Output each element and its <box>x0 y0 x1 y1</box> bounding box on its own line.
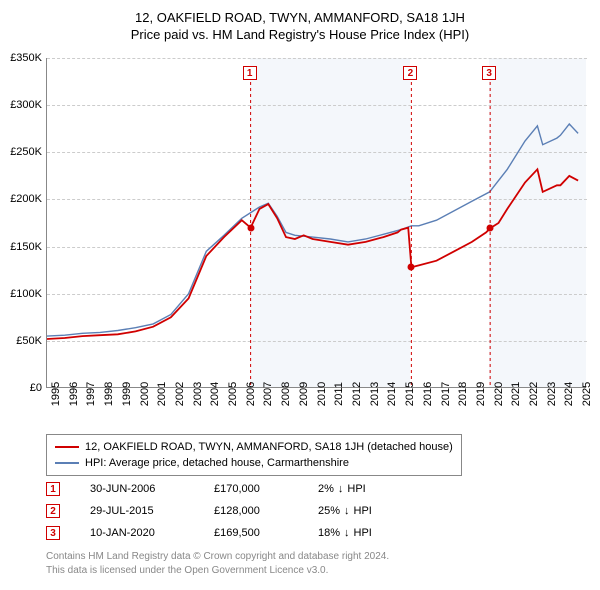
x-axis-label: 2013 <box>369 382 381 406</box>
transaction-date: 10-JAN-2020 <box>90 527 190 539</box>
transactions-table: 130-JUN-2006£170,0002%↓HPI229-JUL-2015£1… <box>46 478 398 544</box>
legend-item: HPI: Average price, detached house, Carm… <box>55 455 453 471</box>
x-axis-label: 2006 <box>245 382 257 406</box>
arrow-down-icon: ↓ <box>344 505 350 517</box>
marker-box: 1 <box>243 66 257 80</box>
transaction-suffix: HPI <box>354 505 372 517</box>
sale-point-dot <box>487 225 494 232</box>
x-axis-label: 2009 <box>298 382 310 406</box>
transaction-suffix: HPI <box>347 483 365 495</box>
x-axis-label: 2020 <box>493 382 505 406</box>
footer-line-2: This data is licensed under the Open Gov… <box>46 564 389 578</box>
x-axis-label: 2017 <box>440 382 452 406</box>
transaction-price: £170,000 <box>214 483 294 495</box>
y-axis-label: £250K <box>2 146 42 158</box>
x-axis-label: 1996 <box>68 382 80 406</box>
title-block: 12, OAKFIELD ROAD, TWYN, AMMANFORD, SA18… <box>0 0 600 46</box>
transaction-date: 29-JUL-2015 <box>90 505 190 517</box>
title-line-2: Price paid vs. HM Land Registry's House … <box>0 27 600 42</box>
chart-area: £0£50K£100K£150K£200K£250K£300K£350K 199… <box>46 58 586 388</box>
transaction-pct: 2% <box>318 483 334 495</box>
title-line-1: 12, OAKFIELD ROAD, TWYN, AMMANFORD, SA18… <box>0 10 600 25</box>
series-hpi <box>47 124 578 336</box>
transaction-marker: 2 <box>46 504 60 518</box>
transaction-pct: 25% <box>318 505 340 517</box>
x-axis-label: 2024 <box>563 382 575 406</box>
x-axis-label: 1995 <box>50 382 62 406</box>
arrow-down-icon: ↓ <box>344 527 350 539</box>
transaction-pct: 18% <box>318 527 340 539</box>
marker-box: 3 <box>482 66 496 80</box>
series-property <box>47 169 578 339</box>
x-axis-label: 2022 <box>528 382 540 406</box>
transaction-price: £169,500 <box>214 527 294 539</box>
transaction-date: 30-JUN-2006 <box>90 483 190 495</box>
transaction-marker: 1 <box>46 482 60 496</box>
legend-item: 12, OAKFIELD ROAD, TWYN, AMMANFORD, SA18… <box>55 439 453 455</box>
transaction-row: 2 29-JUL-2015 £128,000 25% ↓ HPI <box>46 500 398 522</box>
sale-point-dot <box>408 264 415 271</box>
transaction-hpi: 2% ↓HPI <box>318 483 398 495</box>
footer-attribution: Contains HM Land Registry data © Crown c… <box>46 550 389 577</box>
transaction-row: 1 30-JUN-2006 £170,000 2% ↓HPI <box>46 478 398 500</box>
x-axis-label: 2012 <box>351 382 363 406</box>
legend-label: HPI: Average price, detached house, Carm… <box>85 457 349 469</box>
transaction-marker: 3 <box>46 526 60 540</box>
y-axis-label: £100K <box>2 288 42 300</box>
x-axis-label: 2019 <box>475 382 487 406</box>
chart-container: 12, OAKFIELD ROAD, TWYN, AMMANFORD, SA18… <box>0 0 600 590</box>
y-axis-label: £50K <box>2 335 42 347</box>
x-axis-label: 2000 <box>139 382 151 406</box>
transaction-hpi: 25% ↓ HPI <box>318 505 398 517</box>
x-axis-label: 2010 <box>316 382 328 406</box>
x-axis-label: 2003 <box>192 382 204 406</box>
transaction-price: £128,000 <box>214 505 294 517</box>
x-axis-label: 2004 <box>209 382 221 406</box>
x-axis-label: 2015 <box>404 382 416 406</box>
x-axis-label: 2001 <box>156 382 168 406</box>
y-axis-label: £200K <box>2 193 42 205</box>
arrow-down-icon: ↓ <box>338 483 344 495</box>
x-axis-label: 2002 <box>174 382 186 406</box>
transaction-suffix: HPI <box>354 527 372 539</box>
legend-swatch <box>55 446 79 448</box>
x-axis-label: 2005 <box>227 382 239 406</box>
line-series <box>47 58 587 388</box>
x-axis-label: 1998 <box>103 382 115 406</box>
x-axis-label: 2008 <box>280 382 292 406</box>
legend-label: 12, OAKFIELD ROAD, TWYN, AMMANFORD, SA18… <box>85 441 453 453</box>
y-axis-label: £150K <box>2 241 42 253</box>
y-axis-label: £300K <box>2 99 42 111</box>
y-axis-label: £0 <box>2 382 42 394</box>
footer-line-1: Contains HM Land Registry data © Crown c… <box>46 550 389 564</box>
x-axis-label: 2011 <box>333 382 345 406</box>
x-axis-label: 1999 <box>121 382 133 406</box>
x-axis-label: 1997 <box>85 382 97 406</box>
x-axis-label: 2007 <box>262 382 274 406</box>
x-axis-label: 2018 <box>457 382 469 406</box>
transaction-hpi: 18% ↓ HPI <box>318 527 398 539</box>
x-axis-label: 2014 <box>386 382 398 406</box>
marker-box: 2 <box>403 66 417 80</box>
transaction-row: 3 10-JAN-2020 £169,500 18% ↓ HPI <box>46 522 398 544</box>
legend-swatch <box>55 462 79 464</box>
x-axis-label: 2016 <box>422 382 434 406</box>
x-axis-label: 2023 <box>546 382 558 406</box>
sale-point-dot <box>247 224 254 231</box>
y-axis-label: £350K <box>2 52 42 64</box>
legend: 12, OAKFIELD ROAD, TWYN, AMMANFORD, SA18… <box>46 434 462 476</box>
x-axis-label: 2025 <box>581 382 593 406</box>
plot-area <box>46 58 586 388</box>
x-axis-label: 2021 <box>510 382 522 406</box>
